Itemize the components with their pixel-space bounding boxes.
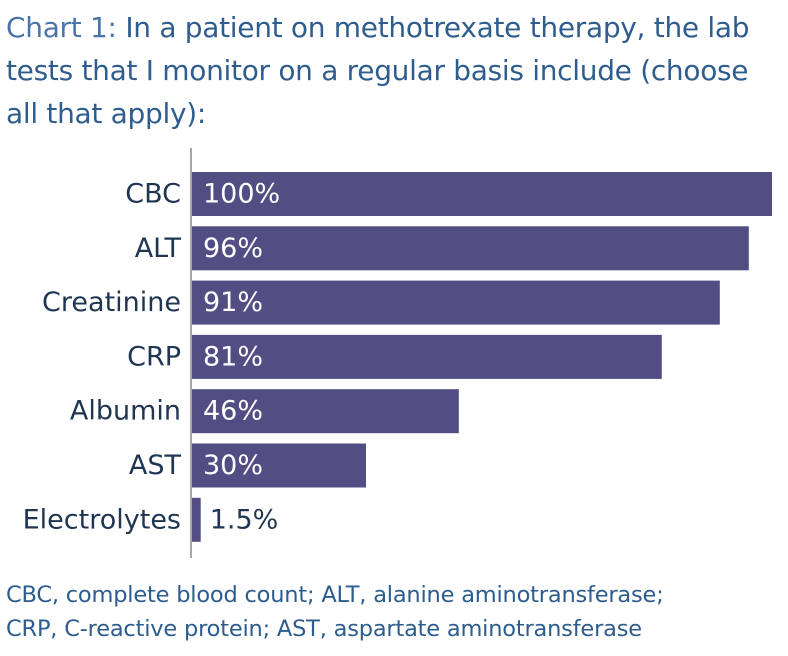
category-label-creatinine: Creatinine: [42, 287, 181, 318]
category-label-cbc: CBC: [125, 179, 181, 210]
bar-creatinine: [192, 280, 720, 325]
footnote-line-2: CRP, C-reactive protein; AST, aspartate …: [6, 616, 642, 642]
bar-albumin: [192, 389, 459, 434]
value-label-creatinine: 91%: [203, 287, 263, 318]
bar-chart: CBC 100% ALT 96% Creatinine 91% CRP 81% Albumin 4…: [23, 148, 772, 558]
bar-cbc: [192, 172, 772, 216]
footnote-line-1: CBC, complete blood count; ALT, alanine …: [6, 582, 664, 608]
value-label-albumin: 46%: [203, 396, 263, 427]
footnote: CBC, complete blood count; ALT, alanine …: [6, 578, 786, 646]
category-label-ast: AST: [129, 450, 182, 481]
category-label-crp: CRP: [127, 341, 181, 372]
value-label-ast: 30%: [203, 450, 263, 481]
chart-title-prefix: Chart 1:: [6, 11, 117, 44]
category-label-alt: ALT: [135, 233, 182, 264]
bar-electrolytes: [192, 497, 201, 542]
bar-alt: [192, 226, 749, 271]
chart-title-question: In a patient on methotrexate therapy, th…: [6, 11, 750, 130]
bar-ast: [192, 443, 366, 488]
category-label-electrolytes: Electrolytes: [23, 504, 181, 535]
category-label-albumin: Albumin: [70, 396, 181, 427]
value-label-alt: 96%: [203, 233, 263, 264]
chart-title: Chart 1: In a patient on methotrexate th…: [6, 6, 776, 135]
value-label-electrolytes: 1.5%: [210, 504, 279, 535]
value-label-crp: 81%: [203, 341, 263, 372]
value-label-cbc: 100%: [203, 179, 280, 210]
bar-crp: [192, 334, 662, 379]
